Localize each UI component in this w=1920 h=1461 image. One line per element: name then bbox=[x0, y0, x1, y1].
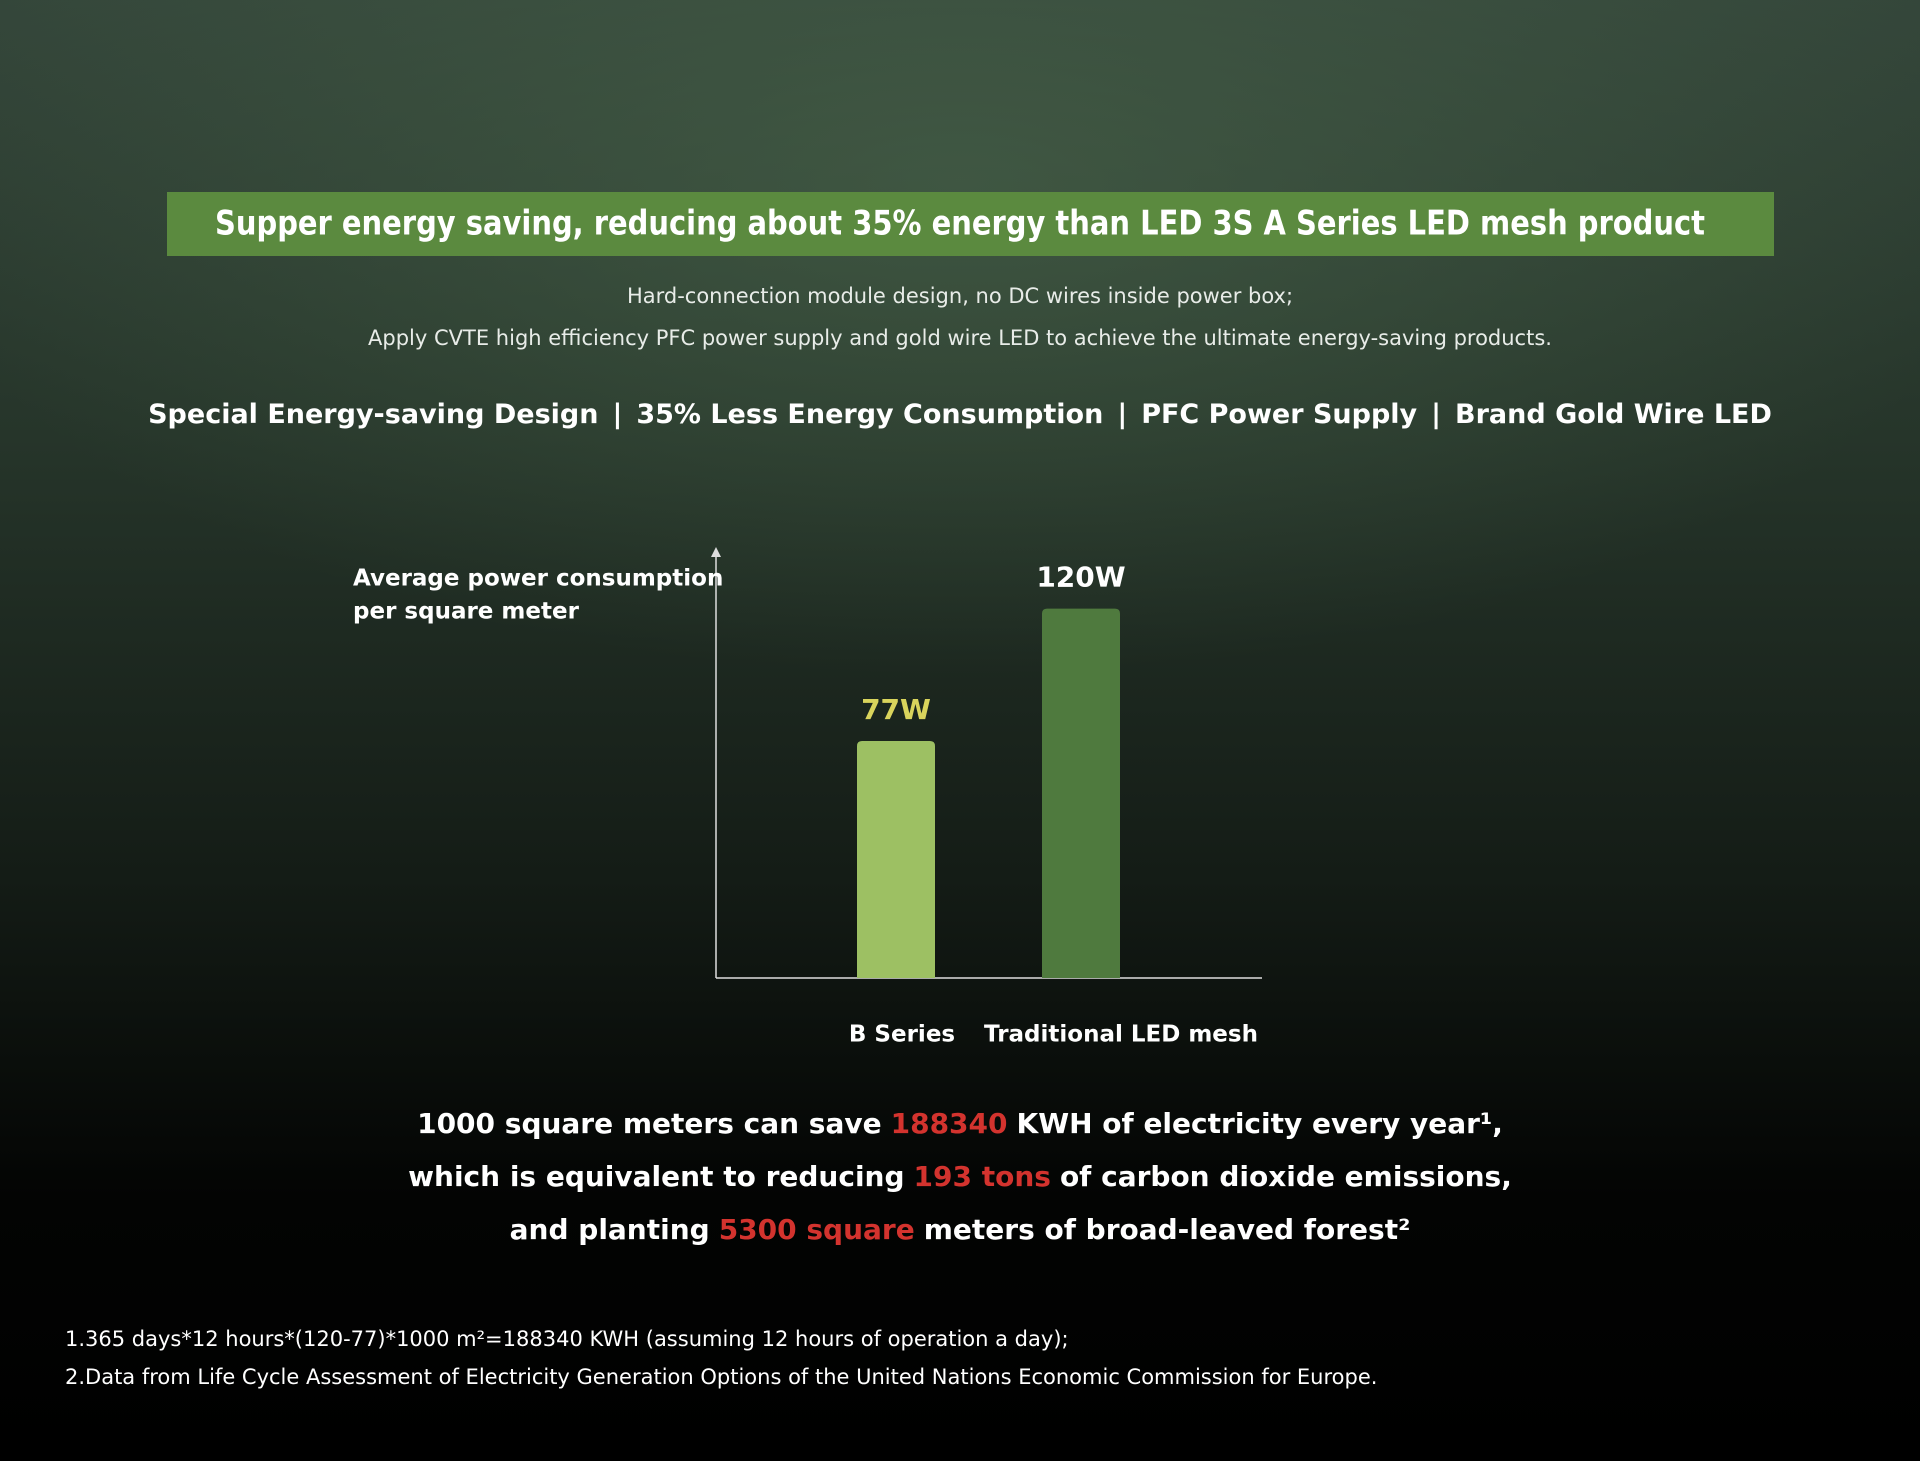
savings-text: KWH of electricity every year¹, bbox=[1017, 1107, 1503, 1140]
feature-separator: | bbox=[612, 399, 622, 430]
savings-text: which is equivalent to reducing bbox=[408, 1160, 904, 1193]
savings: 1000 square meters can save 188340 KWH of … bbox=[408, 1107, 1512, 1246]
chart: Average power consumption per square mete… bbox=[353, 547, 1262, 1048]
savings-line: which is equivalent to reducing 193 tons o… bbox=[408, 1160, 1512, 1193]
savings-text: 1000 square meters can save bbox=[417, 1107, 882, 1140]
feature-separator: | bbox=[1117, 399, 1127, 430]
title: Supper energy saving, reducing about 35%… bbox=[215, 204, 1705, 244]
feature: 35% Less Energy Consumption bbox=[636, 399, 1103, 430]
savings-line: and planting 5300 square meters of broad-l… bbox=[510, 1213, 1411, 1246]
x-tick-label: B Series bbox=[849, 1022, 955, 1048]
value-label: 77W bbox=[861, 693, 931, 726]
y-axis-label: Average power consumption bbox=[353, 566, 723, 592]
value-label: 120W bbox=[1036, 561, 1125, 594]
features: Special Energy-saving Design | 35% Less En… bbox=[148, 399, 1772, 430]
savings-text: meters of broad-leaved forest² bbox=[924, 1213, 1411, 1246]
feature: PFC Power Supply bbox=[1141, 399, 1417, 430]
y-axis-label: per square meter bbox=[353, 599, 580, 625]
feature: Special Energy-saving Design bbox=[148, 399, 598, 430]
savings-text: of carbon dioxide emissions, bbox=[1060, 1160, 1512, 1193]
feature-separator: | bbox=[1431, 399, 1441, 430]
background-glow bbox=[0, 0, 1920, 900]
footnote: 1.365 days*12 hours*(120-77)*1000 m²=188… bbox=[65, 1327, 1069, 1351]
highlight: 5300 square bbox=[719, 1213, 915, 1246]
savings-line: 1000 square meters can save 188340 KWH of … bbox=[417, 1107, 1503, 1140]
feature: Brand Gold Wire LED bbox=[1455, 399, 1772, 430]
bar bbox=[1042, 608, 1120, 978]
savings-text: and planting bbox=[510, 1213, 710, 1246]
bar bbox=[857, 740, 935, 978]
footnote: 2.Data from Life Cycle Assessment of Ele… bbox=[65, 1365, 1377, 1389]
highlight: 193 tons bbox=[914, 1160, 1051, 1193]
highlight: 188340 bbox=[891, 1107, 1008, 1140]
y-axis-arrow bbox=[711, 547, 721, 557]
x-tick-label: Traditional LED mesh bbox=[984, 1022, 1258, 1048]
title-banner bbox=[167, 192, 1774, 256]
subtitle: Apply CVTE high efficiency PFC power sup… bbox=[368, 326, 1552, 350]
subtitle: Hard-connection module design, no DC wir… bbox=[627, 284, 1293, 308]
